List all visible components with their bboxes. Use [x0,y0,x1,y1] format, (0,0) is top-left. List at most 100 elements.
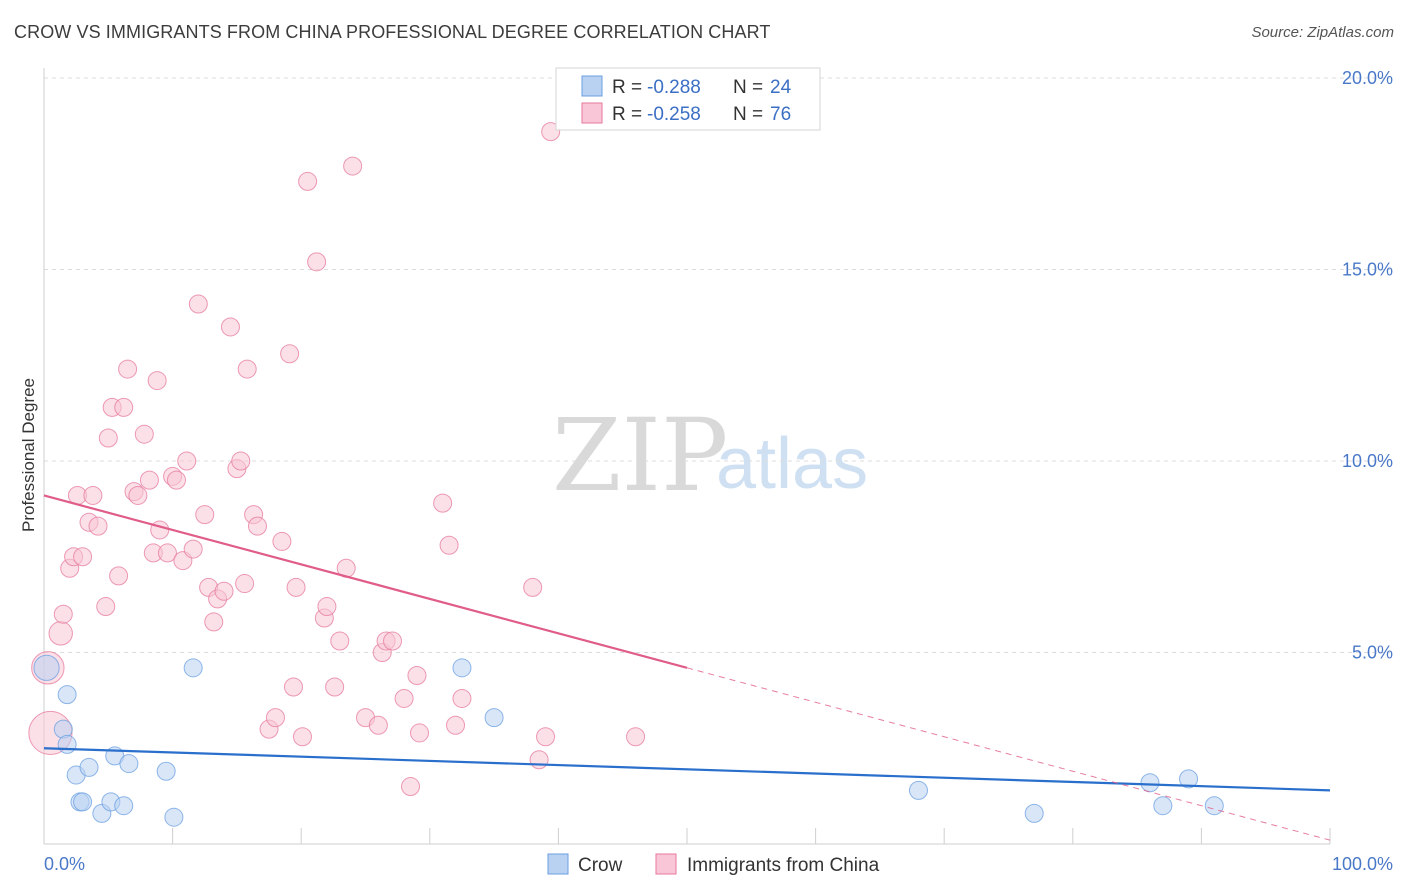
point-crow [1140,773,1160,793]
point-china [183,539,203,559]
trend-lines [43,494,1331,841]
legend-swatch-crow [581,75,603,97]
y-tick-labels: 5.0% 10.0% 15.0% 20.0% [1342,68,1393,663]
point-crow [79,757,99,777]
legend-r-label-crow: R = [612,77,642,98]
legend-n-value-crow: 24 [770,77,792,98]
point-crow [1024,803,1044,823]
watermark-zip: ZIP [552,397,728,514]
point-china [529,750,549,770]
point-crow [1179,769,1199,789]
point-china [237,359,257,379]
point-china [536,727,556,747]
point-china [286,577,306,597]
point-china [407,665,427,685]
x-tick-label: 0.0% [44,854,85,874]
trend-line-china-extrapolated [686,667,1331,841]
point-china [298,171,318,191]
legend-n-label-crow: N = [733,77,763,98]
point-crow [1153,796,1173,816]
bottom-legend: Crow Immigrants from China [547,853,880,876]
point-china [231,451,251,471]
legend-n-value-china: 76 [770,104,791,125]
point-crow [114,796,134,816]
point-china [446,715,466,735]
point-china [265,708,285,728]
point-china [204,612,224,632]
point-crow [183,658,203,678]
point-china [410,723,430,743]
legend-n-label-china: N = [733,104,763,125]
point-china [53,604,73,624]
point-china [157,543,177,563]
x-tick-label: 100.0% [1332,854,1393,874]
point-china [280,344,300,364]
point-china [177,451,197,471]
point-crow [1204,796,1224,816]
y-tick-label: 20.0% [1342,68,1393,88]
point-crow [484,708,504,728]
bottom-legend-label-crow: Crow [578,855,623,876]
point-china [134,424,154,444]
point-china [307,252,327,272]
legend-swatch-china [581,102,603,124]
point-china [98,428,118,448]
watermark-atlas: atlas [716,424,868,504]
point-china [325,677,345,697]
legend-r-label-china: R = [612,104,642,125]
point-china [292,727,312,747]
point-china [343,156,363,176]
source-label: Source: ZipAtlas.com [1251,24,1394,41]
y-axis-label: Professional Degree [19,378,38,532]
point-china [188,294,208,314]
point-china [317,597,337,617]
point-china [73,547,93,567]
point-china [214,581,234,601]
legend-r-value-crow: -0.288 [647,77,701,98]
legend-r-value-china: -0.258 [647,104,701,125]
x-tick-labels: 0.0% 100.0% [44,854,1393,874]
y-tick-label: 5.0% [1352,643,1393,663]
point-china [48,621,73,646]
point-china [150,520,170,540]
point-china [433,493,453,513]
point-china [88,516,108,536]
point-china [541,122,561,142]
point-china [626,727,646,747]
point-crow [73,792,93,812]
point-china [128,485,148,505]
data-points [28,122,1224,827]
point-china [109,566,129,586]
point-china [283,677,303,697]
y-tick-label: 10.0% [1342,451,1393,471]
point-china [96,597,116,617]
point-crow [156,761,176,781]
y-tick-label: 15.0% [1342,260,1393,280]
point-china [523,577,543,597]
trend-line-crow [43,747,1331,792]
point-crow [908,780,928,800]
bottom-legend-swatch-crow [547,853,569,875]
bottom-legend-label-china: Immigrants from China [687,855,880,876]
trend-line-china [43,494,688,669]
point-china [247,516,267,536]
point-china [368,715,388,735]
chart-title: CROW VS IMMIGRANTS FROM CHINA PROFESSION… [14,22,771,42]
legend-box: R = -0.288 N = 24 R = -0.258 N = 76 [555,67,821,131]
point-crow [33,654,60,681]
point-china [83,485,103,505]
point-china [383,631,403,651]
gridlines [44,77,1390,653]
point-china [166,470,186,490]
point-crow [164,807,184,827]
point-china [220,317,240,337]
point-crow [57,734,77,754]
point-china [272,531,292,551]
point-china [147,371,167,391]
point-china [401,777,421,797]
point-china [439,535,459,555]
point-crow [119,754,139,774]
point-china [330,631,350,651]
point-crow [452,658,472,678]
